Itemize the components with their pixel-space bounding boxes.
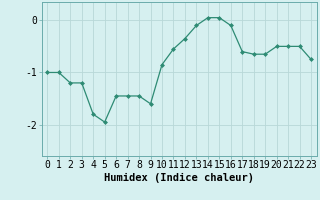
X-axis label: Humidex (Indice chaleur): Humidex (Indice chaleur) bbox=[104, 173, 254, 183]
